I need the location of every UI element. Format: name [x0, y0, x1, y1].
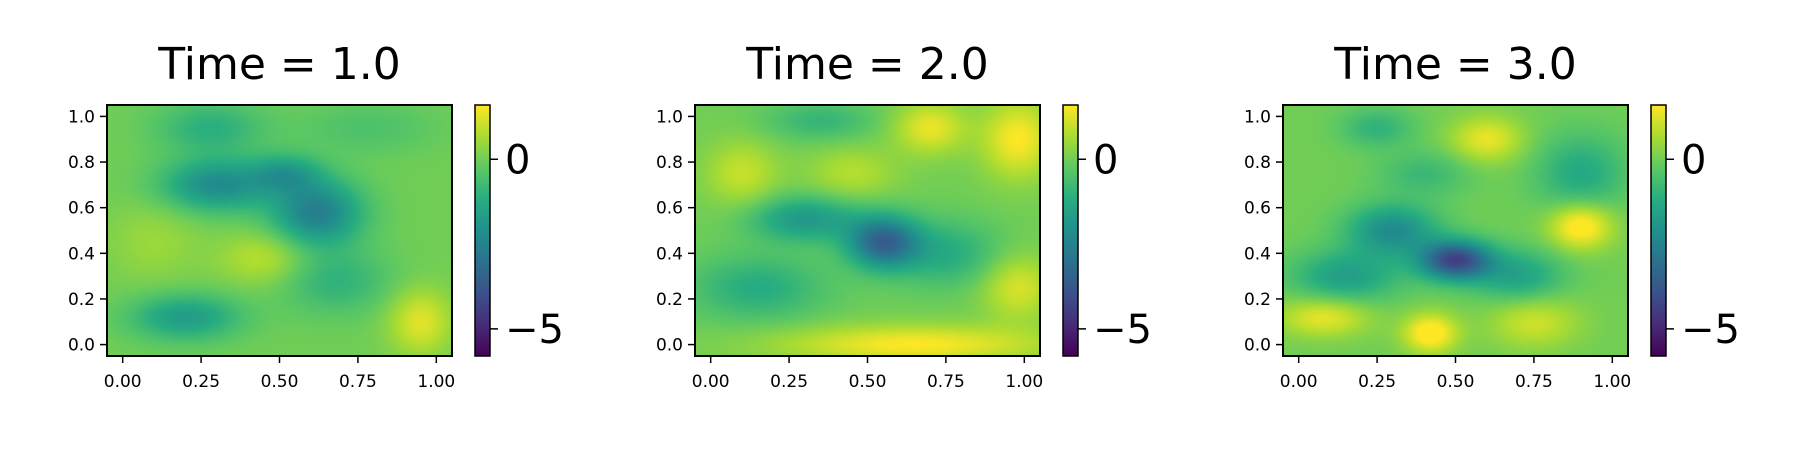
y-tick-label: 1.0 — [1244, 107, 1271, 127]
y-tick-label: 0.6 — [656, 199, 683, 219]
y-tick-label: 0.2 — [656, 290, 683, 310]
y-tick-label: 1.0 — [656, 107, 683, 127]
x-tick-label: 0.00 — [1280, 372, 1318, 392]
x-tick-label: 0.50 — [261, 372, 299, 392]
y-tick-label: 0.8 — [1244, 153, 1271, 173]
y-tick-label: 0.0 — [68, 336, 95, 356]
panel-title: Time = 2.0 — [745, 39, 989, 90]
colorbar — [1062, 104, 1079, 357]
heatmap-image — [107, 105, 452, 356]
x-tick-label: 1.00 — [417, 372, 455, 392]
y-tick-label: 0.4 — [1244, 244, 1271, 264]
x-tick-label: 0.00 — [692, 372, 730, 392]
colorbar-tick-label: −5 — [1093, 307, 1152, 353]
colorbar-tick-label: 0 — [505, 137, 530, 183]
y-tick-label: 0.2 — [68, 290, 95, 310]
colorbar-tick-label: 0 — [1093, 137, 1118, 183]
y-tick-label: 0.8 — [68, 153, 95, 173]
colorbar-tick-label: 0 — [1681, 137, 1706, 183]
y-tick-label: 0.4 — [656, 244, 683, 264]
x-tick-label: 0.00 — [104, 372, 142, 392]
colorbar-tick-label: −5 — [1681, 307, 1740, 353]
colorbar-tick-label: −5 — [505, 307, 564, 353]
x-tick-label: 0.75 — [1515, 372, 1553, 392]
y-tick-label: 0.6 — [68, 199, 95, 219]
x-tick-label: 0.25 — [182, 372, 220, 392]
y-tick-label: 0.8 — [656, 153, 683, 173]
x-tick-label: 0.25 — [770, 372, 808, 392]
panel-title: Time = 3.0 — [1333, 39, 1577, 90]
x-tick-label: 0.75 — [339, 372, 377, 392]
x-tick-label: 0.50 — [1437, 372, 1475, 392]
x-tick-label: 1.00 — [1005, 372, 1043, 392]
y-tick-label: 0.2 — [1244, 290, 1271, 310]
y-tick-label: 0.6 — [1244, 199, 1271, 219]
panel-title: Time = 1.0 — [157, 39, 401, 90]
colorbar — [1650, 104, 1667, 357]
y-tick-label: 0.0 — [656, 336, 683, 356]
y-tick-label: 0.0 — [1244, 336, 1271, 356]
y-tick-label: 0.4 — [68, 244, 95, 264]
x-tick-label: 0.50 — [849, 372, 887, 392]
y-tick-label: 1.0 — [68, 107, 95, 127]
heatmap-image — [695, 105, 1040, 356]
x-tick-label: 0.25 — [1358, 372, 1396, 392]
heatmap-image — [1283, 105, 1628, 356]
x-tick-label: 0.75 — [927, 372, 965, 392]
colorbar — [474, 104, 491, 357]
x-tick-label: 1.00 — [1593, 372, 1631, 392]
